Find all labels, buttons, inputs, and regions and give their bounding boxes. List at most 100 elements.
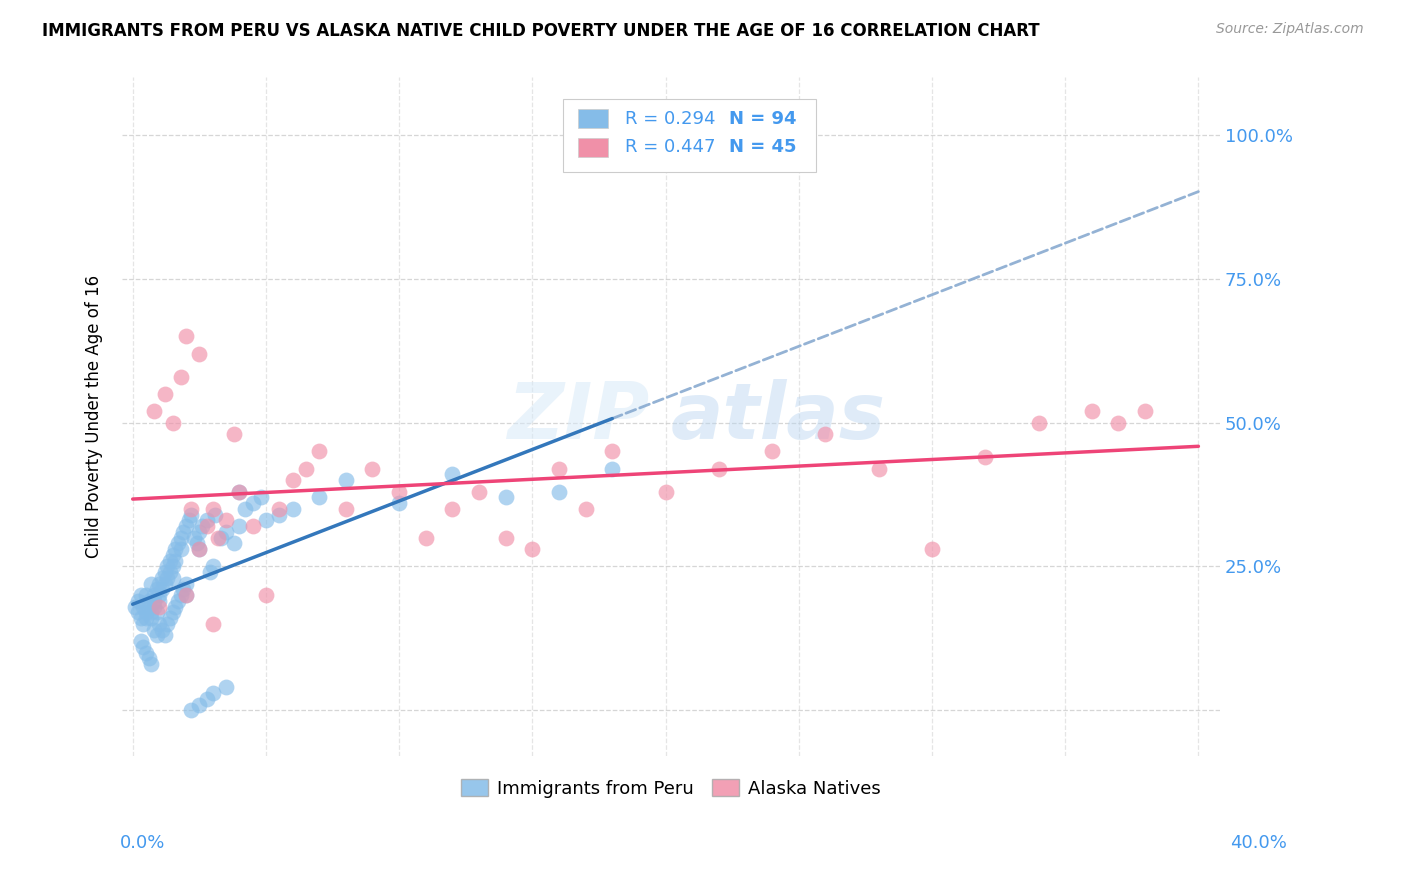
Point xyxy=(201,502,224,516)
Point xyxy=(308,444,330,458)
Point xyxy=(249,491,271,505)
Point xyxy=(138,599,160,614)
Text: 0.0%: 0.0% xyxy=(120,834,165,852)
Point xyxy=(215,513,238,527)
Point xyxy=(143,599,166,614)
Point xyxy=(814,427,837,442)
Point xyxy=(388,496,411,510)
Point xyxy=(153,387,176,401)
Point xyxy=(174,576,197,591)
Point xyxy=(153,576,176,591)
Point xyxy=(172,582,194,597)
Point xyxy=(132,640,155,654)
FancyBboxPatch shape xyxy=(564,99,815,172)
Point xyxy=(495,491,517,505)
Text: Source: ZipAtlas.com: Source: ZipAtlas.com xyxy=(1216,22,1364,37)
Text: ZIP: ZIP xyxy=(506,379,650,455)
Point xyxy=(141,657,163,672)
Point xyxy=(129,634,152,648)
Point xyxy=(159,565,181,579)
Point xyxy=(575,502,598,516)
Point xyxy=(654,484,676,499)
Point xyxy=(242,496,264,510)
Point xyxy=(707,461,730,475)
Point xyxy=(215,680,238,694)
Point xyxy=(145,582,167,597)
Point xyxy=(468,484,491,499)
Point xyxy=(143,594,166,608)
Text: N = 94: N = 94 xyxy=(730,110,797,128)
Point xyxy=(195,691,218,706)
Point xyxy=(188,698,211,712)
Point xyxy=(165,542,187,557)
Point xyxy=(186,536,208,550)
Point xyxy=(188,524,211,539)
Point xyxy=(143,623,166,637)
Point xyxy=(201,686,224,700)
Point xyxy=(191,519,214,533)
Point xyxy=(921,542,943,557)
Point xyxy=(162,571,184,585)
Point xyxy=(180,703,202,717)
Point xyxy=(600,461,623,475)
Point xyxy=(141,611,163,625)
Point xyxy=(195,519,218,533)
Text: N = 45: N = 45 xyxy=(730,138,797,156)
Y-axis label: Child Poverty Under the Age of 16: Child Poverty Under the Age of 16 xyxy=(86,276,103,558)
FancyBboxPatch shape xyxy=(578,138,609,157)
Point xyxy=(141,606,163,620)
Point xyxy=(415,531,437,545)
Point xyxy=(169,542,191,557)
Point xyxy=(228,519,250,533)
Point xyxy=(159,611,181,625)
Legend: Immigrants from Peru, Alaska Natives: Immigrants from Peru, Alaska Natives xyxy=(454,772,889,805)
Point xyxy=(233,502,256,516)
Point xyxy=(174,519,197,533)
Point xyxy=(169,369,191,384)
Point xyxy=(548,484,571,499)
Point xyxy=(269,508,291,522)
Point xyxy=(174,329,197,343)
Point xyxy=(188,346,211,360)
Point xyxy=(169,531,191,545)
Point xyxy=(1108,416,1130,430)
Point xyxy=(167,536,190,550)
Point xyxy=(172,524,194,539)
Point xyxy=(548,461,571,475)
Point xyxy=(150,623,173,637)
Point xyxy=(228,484,250,499)
Point xyxy=(156,617,179,632)
Point xyxy=(201,559,224,574)
Point xyxy=(174,588,197,602)
Point xyxy=(242,519,264,533)
Point xyxy=(135,611,157,625)
Point xyxy=(215,524,238,539)
Point xyxy=(167,594,190,608)
Point xyxy=(1133,404,1156,418)
Point xyxy=(254,513,277,527)
Point xyxy=(228,484,250,499)
Point xyxy=(198,565,221,579)
Point xyxy=(361,461,384,475)
Point xyxy=(150,582,173,597)
Point xyxy=(143,588,166,602)
Point xyxy=(141,576,163,591)
Point xyxy=(148,588,170,602)
Point xyxy=(132,617,155,632)
Point xyxy=(600,444,623,458)
Point xyxy=(156,559,179,574)
Text: atlas: atlas xyxy=(671,379,886,455)
Point xyxy=(335,502,357,516)
Text: 40.0%: 40.0% xyxy=(1230,834,1286,852)
Point xyxy=(138,594,160,608)
Point xyxy=(145,606,167,620)
Point xyxy=(209,531,232,545)
Point xyxy=(180,508,202,522)
Point xyxy=(162,606,184,620)
Point xyxy=(281,502,304,516)
Point xyxy=(127,606,149,620)
Point xyxy=(159,554,181,568)
Point xyxy=(165,599,187,614)
Point xyxy=(974,450,997,464)
Point xyxy=(143,404,166,418)
